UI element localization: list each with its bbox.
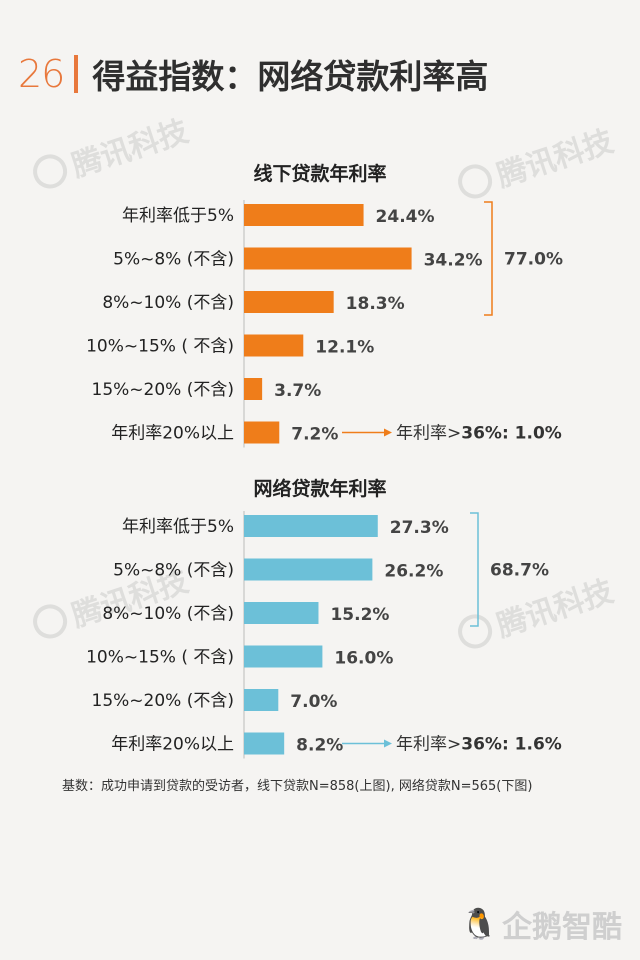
value-label: 7.2%	[291, 425, 338, 445]
category-label: 10%~15% ( 不含)	[86, 648, 234, 668]
brand-logo: 🐧 企鹅智酷	[461, 902, 622, 946]
bar	[244, 378, 263, 400]
bar	[244, 558, 373, 581]
value-label: 34.2%	[424, 251, 483, 271]
logo-text: 企鹅智酷	[502, 910, 622, 945]
bracket-total-label: 68.7%	[490, 561, 549, 581]
bar	[244, 291, 334, 313]
bar	[244, 515, 378, 537]
bracket	[484, 201, 493, 316]
value-label: 7.0%	[290, 692, 337, 712]
category-label: 5%~8% (不含)	[113, 561, 234, 581]
value-label: 16.0%	[334, 649, 393, 669]
arrow-head-icon	[384, 739, 392, 748]
bracket	[470, 512, 479, 627]
threshold-note: 年利率>36%: 1.6%	[396, 735, 562, 755]
threshold-note-prefix: 年利率>	[396, 735, 461, 755]
page-title: 得益指数：网络贷款利率高	[92, 57, 489, 96]
bar	[244, 204, 364, 226]
category-label: 年利率低于5%	[122, 206, 234, 226]
category-label: 8%~10% (不含)	[102, 293, 234, 313]
value-label: 18.3%	[346, 294, 405, 314]
threshold-note-value: 36%: 1.0%	[461, 424, 562, 444]
category-label: 5%~8% (不含)	[113, 250, 234, 270]
penguin-icon: 🐧	[460, 906, 498, 942]
value-label: 27.3%	[390, 518, 449, 538]
page-header: 26 得益指数：网络贷款利率高	[18, 48, 488, 100]
value-label: 24.4%	[376, 207, 435, 227]
footnote: 基数：成功申请到贷款的受访者，线下贷款N=858(上图), 网络贷款N=565(…	[62, 779, 533, 794]
category-label: 年利率20%以上	[111, 735, 234, 755]
threshold-note-value: 36%: 1.6%	[461, 735, 562, 755]
category-label: 15%~20% (不含)	[92, 691, 234, 711]
value-label: 12.1%	[315, 338, 374, 358]
header-divider	[74, 55, 79, 93]
category-label: 8%~10% (不含)	[102, 604, 234, 624]
threshold-note: 年利率>36%: 1.0%	[396, 424, 562, 444]
value-label: 15.2%	[330, 605, 389, 625]
bar	[244, 421, 280, 444]
bar	[244, 602, 319, 624]
value-label: 8.2%	[296, 736, 343, 756]
value-label: 3.7%	[274, 381, 321, 401]
chart-title: 网络贷款年利率	[253, 477, 386, 500]
bar	[244, 247, 412, 270]
category-label: 年利率20%以上	[111, 424, 234, 444]
arrow-head-icon	[384, 428, 392, 437]
chart-title: 线下贷款年利率	[253, 162, 386, 185]
bar	[244, 645, 323, 668]
bar	[244, 334, 304, 357]
value-label: 26.2%	[384, 562, 443, 582]
bar	[244, 689, 279, 711]
category-label: 年利率低于5%	[122, 517, 234, 537]
threshold-note-prefix: 年利率>	[396, 424, 461, 444]
page-number: 26	[18, 52, 65, 96]
bar	[244, 732, 285, 755]
category-label: 10%~15% ( 不含)	[86, 337, 234, 357]
category-label: 15%~20% (不含)	[92, 380, 234, 400]
bracket-total-label: 77.0%	[504, 250, 563, 270]
